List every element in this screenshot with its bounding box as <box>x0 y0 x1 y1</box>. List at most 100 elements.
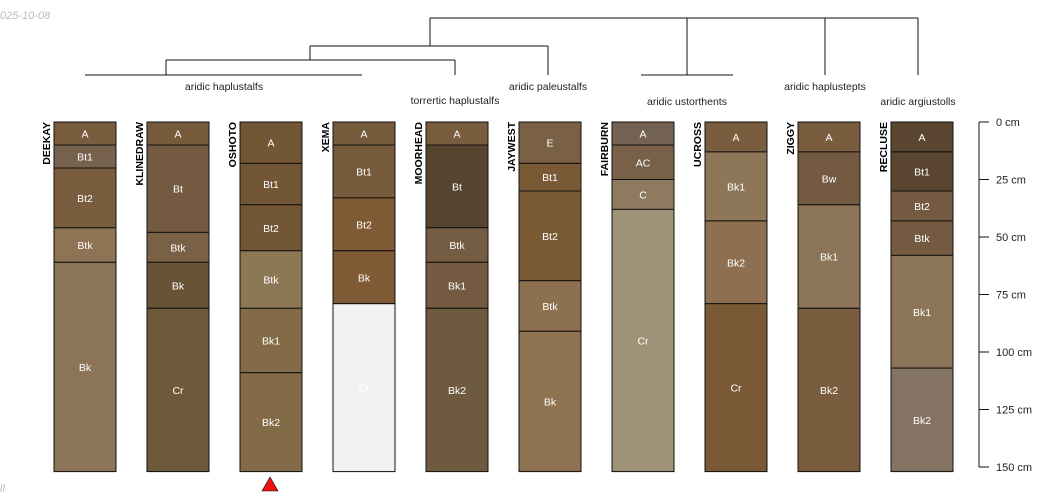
horizon-rect <box>518 162 582 192</box>
horizon-rect <box>890 367 954 473</box>
profile-jaywest: JAYWEST E Bt1 Bt2 Btk Bk <box>506 121 582 473</box>
horizon-label: Bk2 <box>913 415 931 427</box>
horizon-rect <box>797 151 861 206</box>
profile-recluse: RECLUSE A Bt1 Bt2 Btk Bk1 Bk2 <box>878 121 954 473</box>
horizon-rect <box>425 261 489 309</box>
depth-tick-label: 0 cm <box>996 117 1020 129</box>
taxon-label: torrertic haplustalfs <box>411 95 500 107</box>
horizon-label: Btk <box>914 233 930 245</box>
profile-klinedraw: KLINEDRAW A Bt Btk Bk Cr <box>134 121 210 473</box>
horizon-label: Bk <box>172 280 185 292</box>
taxon-label: aridic haplustalfs <box>185 81 263 93</box>
horizon-rect <box>332 144 396 199</box>
horizon-label: A <box>732 132 739 144</box>
horizon-label: Btk <box>77 240 93 252</box>
profile-name: OSHOTO <box>227 122 239 167</box>
horizon-rect <box>611 179 675 210</box>
horizon-rect <box>332 303 396 473</box>
horizon-label: Bt1 <box>542 172 558 184</box>
date-watermark: 025-10-08 <box>0 10 51 22</box>
taxon-label: aridic argiustolls <box>880 96 955 108</box>
taxon-label: aridic paleustalfs <box>509 81 587 93</box>
horizon-label: Bk2 <box>820 385 838 397</box>
horizon-rect <box>518 330 582 473</box>
profile-xema: XEMA A Bt1 Bt2 Bk Cr <box>320 121 396 473</box>
horizon-label: A <box>825 132 832 144</box>
horizon-label: Bk1 <box>262 336 280 348</box>
profile-ucross: UCROSS A Bk1 Bk2 Cr <box>692 121 768 473</box>
depth-tick-label: 50 cm <box>996 232 1026 244</box>
profile-oshoto: OSHOTO A Bt1 Bt2 Btk Bk1 Bk2 <box>227 121 303 473</box>
horizon-label: E <box>546 138 553 150</box>
horizon-rect <box>890 151 954 192</box>
horizon-rect <box>611 208 675 473</box>
horizon-rect <box>890 220 954 256</box>
horizon-rect <box>704 303 768 473</box>
profile-name: DEEKAY <box>41 122 53 165</box>
horizon-label: Cr <box>172 385 184 397</box>
depth-tick-label: 75 cm <box>996 290 1026 302</box>
horizon-label: Bk2 <box>448 385 466 397</box>
horizon-label: Cr <box>358 383 370 395</box>
soil-profiles: DEEKAY A Bt1 Bt2 Btk Bk KLINEDRAW A Bt Btk Bk Cr OSH… <box>41 121 954 473</box>
horizon-label: Bt2 <box>263 223 279 235</box>
horizon-rect <box>797 121 861 153</box>
depth-tick-label: 25 cm <box>996 175 1026 187</box>
horizon-label: Bt2 <box>77 193 93 205</box>
horizon-label: Cr <box>730 383 742 395</box>
horizon-label: Bk <box>544 396 557 408</box>
horizon-label: Bt1 <box>356 166 372 178</box>
horizon-rect <box>239 250 303 309</box>
horizon-rect <box>518 280 582 332</box>
profile-name: FAIRBURN <box>599 122 611 176</box>
profile-ziggy: ZIGGY A Bw Bk1 Bk2 <box>785 121 861 473</box>
profile-name: MOORHEAD <box>413 122 425 185</box>
profile-name: UCROSS <box>692 122 704 167</box>
horizon-rect <box>53 227 117 263</box>
horizon-rect <box>146 144 210 233</box>
horizon-label: Cr <box>637 336 649 348</box>
profile-name: KLINEDRAW <box>134 122 146 186</box>
horizon-label: Bk2 <box>727 257 745 269</box>
horizon-label: A <box>639 129 646 141</box>
dendrogram <box>85 17 919 76</box>
depth-tick-label: 100 cm <box>996 347 1032 359</box>
horizon-label: Bt2 <box>542 231 558 243</box>
horizon-label: A <box>174 129 181 141</box>
horizon-rect <box>797 204 861 309</box>
horizon-label: A <box>918 132 925 144</box>
horizon-label: Bt <box>452 181 462 193</box>
horizon-label: Bk <box>358 272 371 284</box>
horizon-label: Bw <box>822 173 837 185</box>
horizon-label: Btk <box>263 275 279 287</box>
horizon-rect <box>890 190 954 222</box>
horizon-label: Bt1 <box>263 179 279 191</box>
profile-fairburn: FAIRBURN A AC C Cr <box>599 121 675 473</box>
horizon-label: A <box>360 129 367 141</box>
horizon-label: Bk1 <box>448 280 466 292</box>
horizon-label: C <box>639 189 647 201</box>
profile-name: JAYWEST <box>506 121 518 171</box>
profile-marker-triangle <box>261 476 279 492</box>
profile-name: XEMA <box>320 122 332 153</box>
depth-tick-label: 125 cm <box>996 405 1032 417</box>
horizon-label: Bt1 <box>914 166 930 178</box>
horizon-label: Bt1 <box>77 152 93 164</box>
horizon-label: Bt <box>173 184 183 196</box>
horizon-label: A <box>81 129 88 141</box>
taxon-label: aridic ustorthents <box>647 96 727 108</box>
horizon-label: Bk <box>79 362 92 374</box>
horizon-label: Bt2 <box>914 201 930 213</box>
horizon-label: Bk2 <box>262 417 280 429</box>
corner-watermark: ll <box>0 483 5 495</box>
horizon-label: Btk <box>542 301 558 313</box>
horizon-rect <box>518 190 582 282</box>
horizon-label: AC <box>636 157 651 169</box>
horizon-label: Bk1 <box>820 252 838 264</box>
horizon-rect <box>332 250 396 305</box>
horizon-rect <box>146 231 210 263</box>
horizon-label: Bt2 <box>356 219 372 231</box>
horizon-rect <box>239 372 303 473</box>
horizon-rect <box>425 227 489 263</box>
